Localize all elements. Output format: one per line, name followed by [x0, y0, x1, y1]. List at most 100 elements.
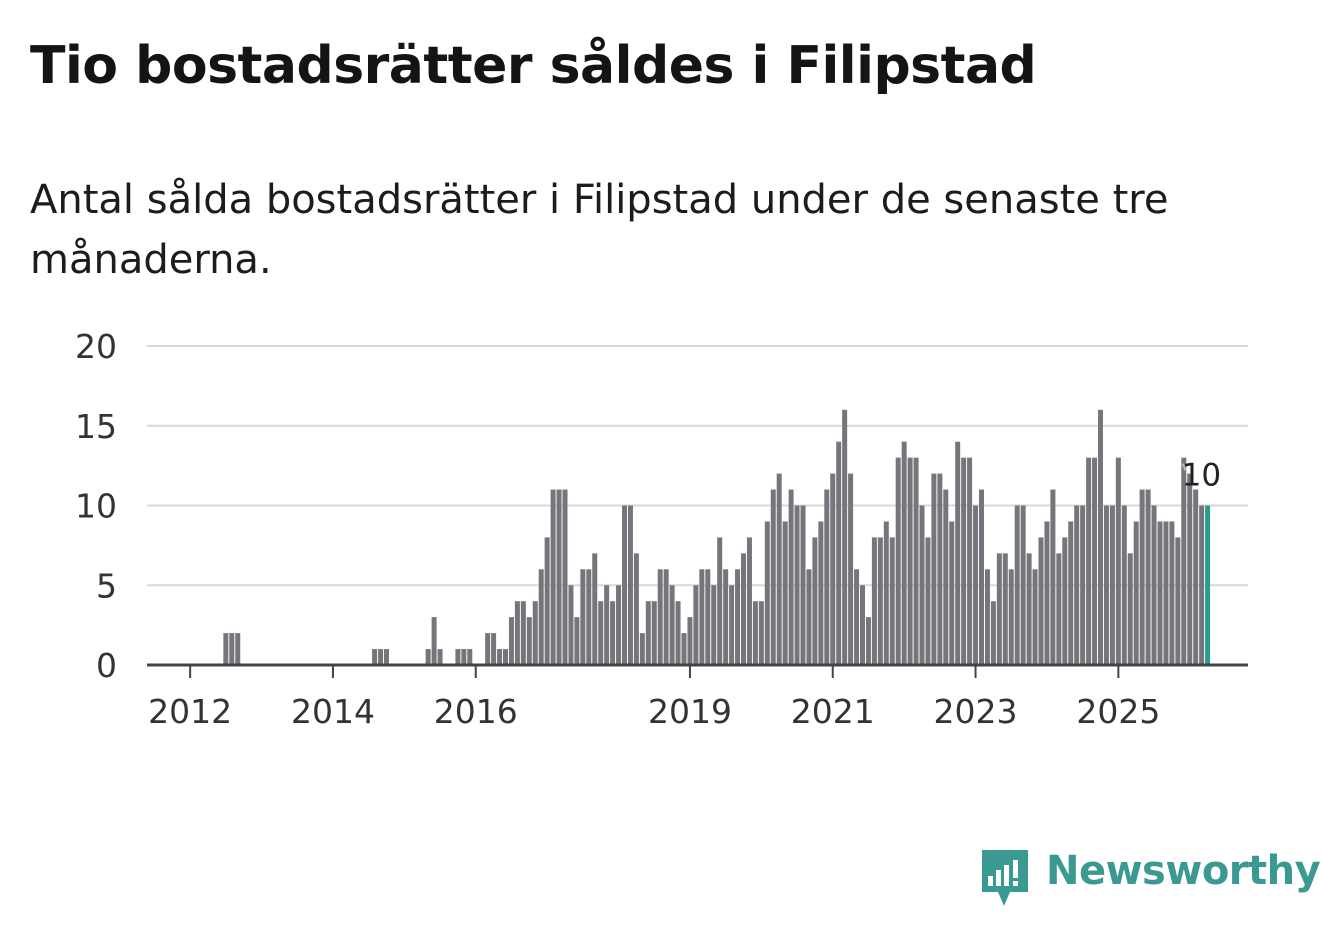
- bar: [562, 489, 568, 665]
- bar: [782, 521, 788, 665]
- bar: [800, 505, 806, 665]
- bar: [1139, 489, 1145, 665]
- y-tick-label: 5: [96, 566, 117, 605]
- bar: [467, 649, 473, 665]
- bar: [1157, 521, 1163, 665]
- bar: [764, 521, 770, 665]
- bar: [1199, 505, 1205, 665]
- bar: [693, 585, 699, 665]
- bar: [818, 521, 824, 665]
- bar: [1056, 553, 1062, 665]
- bar: [699, 569, 705, 665]
- bar: [538, 569, 544, 665]
- bar: [943, 489, 949, 665]
- bar: [758, 601, 764, 665]
- bar: [889, 537, 895, 665]
- bar: [491, 633, 497, 665]
- bar: [1103, 505, 1109, 665]
- bar: [741, 553, 746, 665]
- annotation-leader: [1181, 463, 1187, 471]
- bar: [1044, 521, 1050, 665]
- bar: [1062, 537, 1068, 665]
- bar: [877, 537, 883, 665]
- bar: [1181, 457, 1187, 665]
- bar: [1175, 537, 1181, 665]
- bar: [223, 633, 229, 665]
- bars: [223, 409, 1211, 665]
- bar: [384, 649, 389, 665]
- bar: [1068, 521, 1074, 665]
- bar: [967, 457, 973, 665]
- brand-logo: Newsworthy: [980, 848, 1321, 910]
- bar: [556, 489, 562, 665]
- bar: [860, 585, 865, 665]
- bar: [598, 601, 604, 665]
- bar: [1026, 553, 1032, 665]
- y-tick-label: 10: [75, 487, 117, 526]
- bar: [1092, 457, 1098, 665]
- bar: [1115, 457, 1121, 665]
- bar: [711, 585, 717, 665]
- bar: [925, 537, 931, 665]
- bar: [883, 521, 889, 665]
- bar: [806, 569, 812, 665]
- bar: [1020, 505, 1026, 665]
- bar: [586, 569, 592, 665]
- chart-title: Tio bostadsrätter såldes i Filipstad: [30, 36, 1037, 96]
- bar: [1050, 489, 1056, 665]
- bar: [746, 537, 752, 665]
- bar: [812, 537, 818, 665]
- bar: [788, 489, 794, 665]
- x-tick-label: 2012: [148, 692, 232, 731]
- bar: [627, 505, 633, 665]
- bar: [842, 409, 848, 665]
- x-tick-label: 2023: [934, 692, 1018, 731]
- bar: [526, 617, 532, 665]
- bar: [437, 649, 443, 665]
- bar: [752, 601, 758, 665]
- bar: [675, 601, 681, 665]
- bar: [497, 649, 503, 665]
- bar: [949, 521, 955, 665]
- bar: [1133, 521, 1139, 665]
- bar: [729, 585, 735, 665]
- bar: [865, 617, 871, 665]
- bar: [687, 617, 693, 665]
- bar: [871, 537, 877, 665]
- x-tick-label: 2025: [1076, 692, 1160, 731]
- bar: [854, 569, 860, 665]
- bar: [622, 505, 627, 665]
- bar: [895, 457, 901, 665]
- y-axis-tick-labels: 0 5 10 15 20: [75, 327, 117, 685]
- bar: [1086, 457, 1092, 665]
- x-tick-label: 2021: [791, 692, 875, 731]
- bar: [508, 617, 514, 665]
- bar: [955, 441, 961, 665]
- bar: [1127, 553, 1133, 665]
- bar: [836, 441, 842, 665]
- bar: [669, 585, 675, 665]
- bar: [235, 633, 241, 665]
- bar: [1169, 521, 1175, 665]
- bar: [705, 569, 711, 665]
- bar: [574, 617, 580, 665]
- bar: [616, 585, 622, 665]
- bar: [1163, 521, 1169, 665]
- bar: [663, 569, 669, 665]
- x-axis: 2012 2014 2016 2019 2021 2023 2025: [147, 663, 1248, 731]
- bar: [378, 649, 384, 665]
- bar: [1109, 505, 1115, 665]
- bar: [937, 473, 943, 665]
- bar: [907, 457, 913, 665]
- bar: [735, 569, 741, 665]
- bar: [1038, 537, 1044, 665]
- chart-subtitle: Antal sålda bostadsrätter i Filipstad un…: [30, 177, 1169, 283]
- bar: [1187, 473, 1193, 665]
- x-tick-label: 2014: [291, 692, 375, 731]
- bar: [431, 617, 437, 665]
- bar: [1032, 569, 1038, 665]
- bar: [1193, 489, 1199, 665]
- bar: [990, 601, 996, 665]
- bar: [681, 633, 687, 665]
- bar: [1014, 505, 1020, 665]
